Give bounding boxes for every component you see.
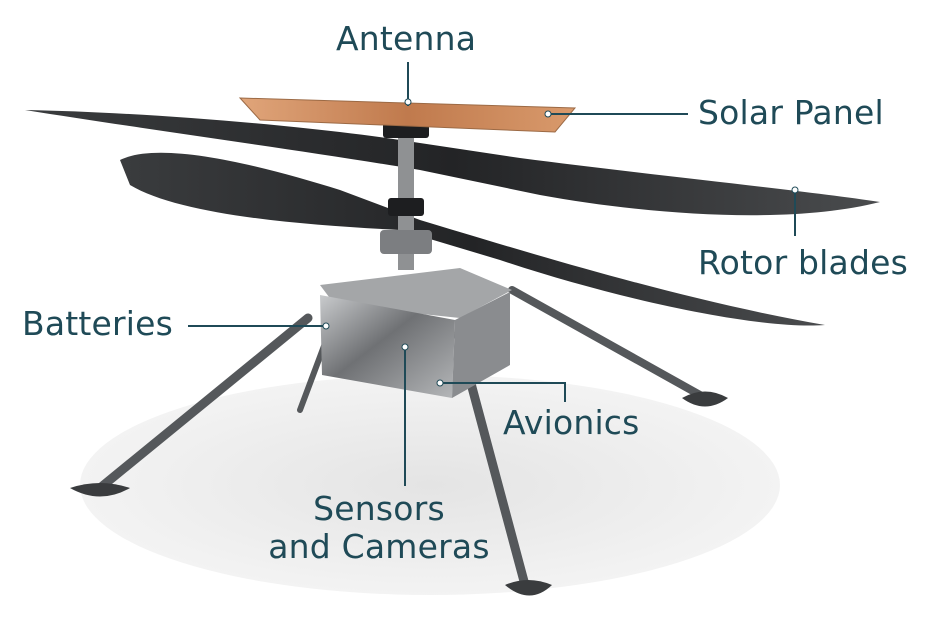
sensors-label-line-1: Sensors — [313, 489, 445, 528]
rotor-blades-label: Rotor blades — [698, 243, 909, 282]
foot-back-right — [682, 391, 728, 407]
sensors-label-line-2: and Cameras — [268, 527, 490, 566]
avionics-label: Avionics — [503, 403, 640, 442]
lower-hub — [388, 198, 424, 216]
solar-panel — [238, 97, 577, 133]
antenna-label: Antenna — [336, 19, 477, 58]
solar-panel-label: Solar Panel — [698, 93, 884, 132]
upper-rotor-blade — [25, 110, 880, 216]
leader-lines — [188, 62, 796, 486]
body-side — [452, 292, 510, 398]
lower-rotor-blade — [120, 152, 825, 326]
swashplate — [380, 230, 432, 254]
body-front — [320, 295, 455, 398]
leader-dots — [322, 98, 799, 387]
ground-shadow — [80, 375, 780, 595]
sensors-cameras-label: Sensors and Cameras — [0, 490, 758, 566]
batteries-label: Batteries — [22, 304, 174, 343]
foot-front-right — [505, 580, 552, 596]
foot-front-left — [70, 483, 130, 497]
